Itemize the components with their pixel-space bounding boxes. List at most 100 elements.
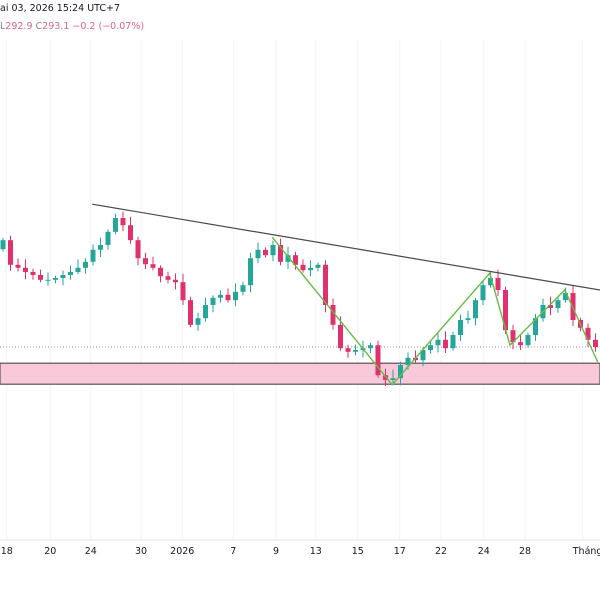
candle bbox=[450, 331, 456, 351]
candle-body bbox=[8, 240, 13, 265]
candle bbox=[473, 297, 478, 326]
candle-body bbox=[420, 350, 426, 361]
candle bbox=[68, 265, 73, 280]
candle bbox=[98, 237, 103, 257]
candle bbox=[180, 273, 186, 305]
candle-body bbox=[203, 305, 208, 319]
candle bbox=[428, 340, 433, 354]
candle bbox=[150, 256, 156, 271]
candle-body bbox=[90, 249, 96, 262]
candle-body bbox=[368, 345, 373, 349]
candle-body bbox=[98, 245, 103, 250]
candle bbox=[443, 331, 448, 353]
candle-body bbox=[105, 231, 111, 245]
candle-body bbox=[548, 305, 553, 308]
candle-body bbox=[428, 345, 433, 350]
candle bbox=[105, 229, 111, 250]
candle bbox=[30, 268, 36, 280]
candle bbox=[225, 288, 231, 303]
trendline bbox=[92, 203, 600, 291]
candle-body bbox=[323, 264, 328, 305]
candle bbox=[330, 298, 336, 330]
candle-body bbox=[45, 279, 51, 281]
candle-body bbox=[555, 300, 561, 308]
candle-body bbox=[450, 335, 456, 349]
candle-body bbox=[53, 278, 58, 280]
candle-body bbox=[83, 261, 88, 268]
candle-body bbox=[533, 318, 538, 335]
candle bbox=[195, 312, 201, 331]
candle bbox=[353, 344, 358, 356]
change-value: −0.2 (−0.07%) bbox=[72, 21, 145, 32]
candle-body bbox=[518, 342, 523, 346]
candle bbox=[458, 314, 463, 341]
candle-body bbox=[195, 318, 201, 325]
candle-body bbox=[293, 255, 298, 265]
candle bbox=[90, 244, 96, 266]
low-value: 292.9 bbox=[5, 21, 33, 32]
candle bbox=[495, 269, 501, 296]
candle bbox=[15, 258, 21, 272]
support-zone bbox=[0, 362, 600, 385]
candle-body bbox=[135, 240, 141, 259]
candle-body bbox=[330, 305, 336, 325]
candle-body bbox=[503, 290, 508, 331]
candle bbox=[188, 296, 193, 328]
candle-body bbox=[390, 378, 396, 380]
x-tick-label: 20 bbox=[44, 546, 56, 557]
candle-body bbox=[510, 330, 516, 343]
candle bbox=[525, 332, 531, 348]
candle-body bbox=[375, 345, 381, 376]
candle-body bbox=[338, 324, 343, 349]
candle bbox=[300, 259, 306, 273]
candle bbox=[143, 252, 148, 269]
candle bbox=[593, 333, 598, 352]
candle-body bbox=[68, 272, 73, 275]
candle bbox=[345, 344, 351, 358]
candle-body bbox=[210, 297, 216, 305]
candle bbox=[548, 296, 553, 316]
candle-body bbox=[120, 218, 126, 226]
candle-body bbox=[495, 278, 501, 290]
candle bbox=[518, 334, 523, 350]
candle-body bbox=[345, 348, 351, 352]
candle-body bbox=[233, 291, 238, 301]
candle bbox=[210, 295, 216, 313]
candle-body bbox=[15, 264, 21, 268]
candle bbox=[555, 296, 561, 313]
x-tick-label: 28 bbox=[519, 546, 531, 557]
candle-body bbox=[180, 282, 186, 301]
candle-body bbox=[113, 218, 118, 232]
candle bbox=[218, 290, 223, 303]
x-tick-label: 9 bbox=[273, 546, 279, 557]
candle-body bbox=[23, 267, 28, 272]
x-tick-label: 24 bbox=[85, 546, 97, 557]
zigzag-pattern bbox=[271, 236, 599, 386]
candle bbox=[60, 270, 66, 286]
candle bbox=[158, 265, 163, 283]
candle-body bbox=[465, 318, 471, 320]
candle bbox=[165, 271, 171, 284]
candle-body bbox=[225, 294, 231, 301]
candle bbox=[308, 260, 313, 277]
candle bbox=[285, 246, 291, 269]
candle-body bbox=[585, 327, 591, 340]
candle-body bbox=[405, 357, 411, 365]
ohlc-values: L292.9 C293.1 −0.2 (−0.07%) bbox=[0, 21, 144, 32]
candle-body bbox=[38, 275, 43, 280]
candle bbox=[510, 324, 516, 350]
candle-body bbox=[248, 258, 253, 286]
candle bbox=[128, 216, 133, 244]
x-tick-label: 30 bbox=[135, 546, 147, 557]
candle-body bbox=[30, 272, 36, 275]
candle-body bbox=[150, 264, 156, 268]
candle bbox=[203, 297, 208, 322]
candle bbox=[465, 310, 471, 324]
candle-body bbox=[473, 300, 478, 319]
candle bbox=[278, 238, 283, 266]
x-tick-label: Tháng bbox=[572, 546, 600, 557]
candle bbox=[233, 283, 238, 307]
candle bbox=[120, 211, 126, 232]
